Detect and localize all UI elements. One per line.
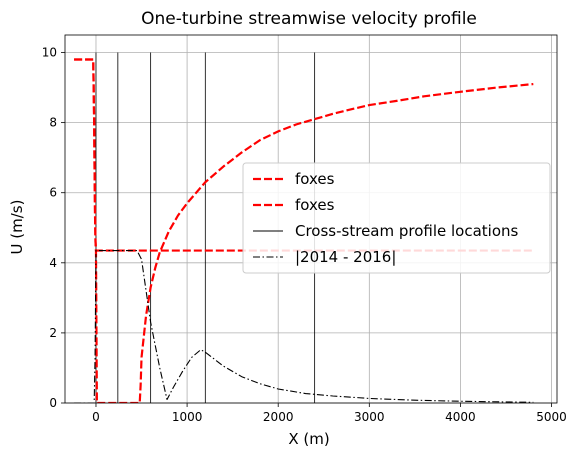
x-tick-label: 2000 — [263, 410, 294, 424]
legend-label-3: |2014 - 2016| — [295, 248, 396, 266]
series-line-2 — [74, 249, 534, 403]
y-tick-label: 4 — [49, 256, 57, 270]
axes-frame — [64, 34, 558, 404]
x-tick-label: 0 — [92, 410, 100, 424]
y-tick-label: 2 — [49, 326, 57, 340]
x-tick-label: 4000 — [445, 410, 476, 424]
legend-label-1: foxes — [295, 196, 335, 214]
plot-area: 0 1000 2000 3000 4000 5000 0 2 4 6 8 10 — [42, 34, 567, 424]
x-tick-label: 3000 — [354, 410, 385, 424]
legend: foxes foxes Cross-stream profile locations… — [242, 162, 551, 274]
legend-box — [242, 162, 551, 274]
x-tick-label: 1000 — [172, 410, 203, 424]
y-tick-label: 10 — [42, 46, 57, 60]
y-tick-label: 8 — [49, 116, 57, 130]
series-line-1 — [74, 58, 534, 403]
legend-label-2: Cross-stream profile locations — [295, 222, 519, 240]
chart-title: One-turbine streamwise velocity profile — [141, 9, 477, 29]
y-tick-label: 0 — [49, 396, 57, 410]
y-axis-title: U (m/s) — [8, 200, 26, 255]
x-axis-title: X (m) — [288, 430, 329, 448]
legend-label-0: foxes — [295, 170, 335, 188]
x-tick-label: 5000 — [536, 410, 567, 424]
y-tick-label: 6 — [49, 186, 57, 200]
